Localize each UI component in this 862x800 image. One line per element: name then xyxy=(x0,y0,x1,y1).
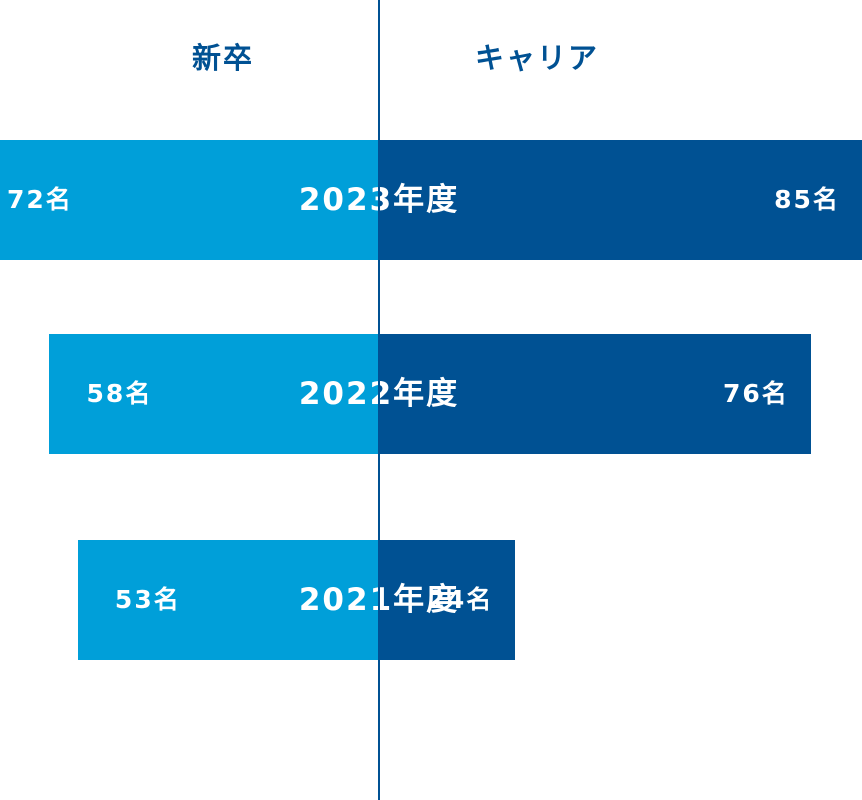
bar-shinsotsu-0 xyxy=(0,140,379,260)
year-label-0: 2023年度 xyxy=(298,182,460,218)
bar-shinsotsu-1 xyxy=(49,334,379,454)
value-label-shinsotsu-0: 72名 xyxy=(6,185,73,214)
header-career: キャリア xyxy=(474,41,600,75)
center-divider xyxy=(378,0,380,800)
year-label-1: 2022年度 xyxy=(298,376,460,412)
bar-career-0 xyxy=(379,140,862,260)
value-label-career-1: 76名 xyxy=(722,379,789,408)
bar-career-1 xyxy=(379,334,811,454)
bar-career-2 xyxy=(379,540,516,660)
value-label-shinsotsu-1: 58名 xyxy=(86,379,153,408)
value-label-career-2: 24名 xyxy=(427,585,494,614)
header-shinsotsu: 新卒 xyxy=(191,41,255,75)
year-label-2: 2021年度 xyxy=(298,582,460,618)
value-label-career-0: 85名 xyxy=(774,185,840,214)
value-label-shinsotsu-2: 53名 xyxy=(114,585,181,614)
bar-shinsotsu-2 xyxy=(77,540,379,660)
